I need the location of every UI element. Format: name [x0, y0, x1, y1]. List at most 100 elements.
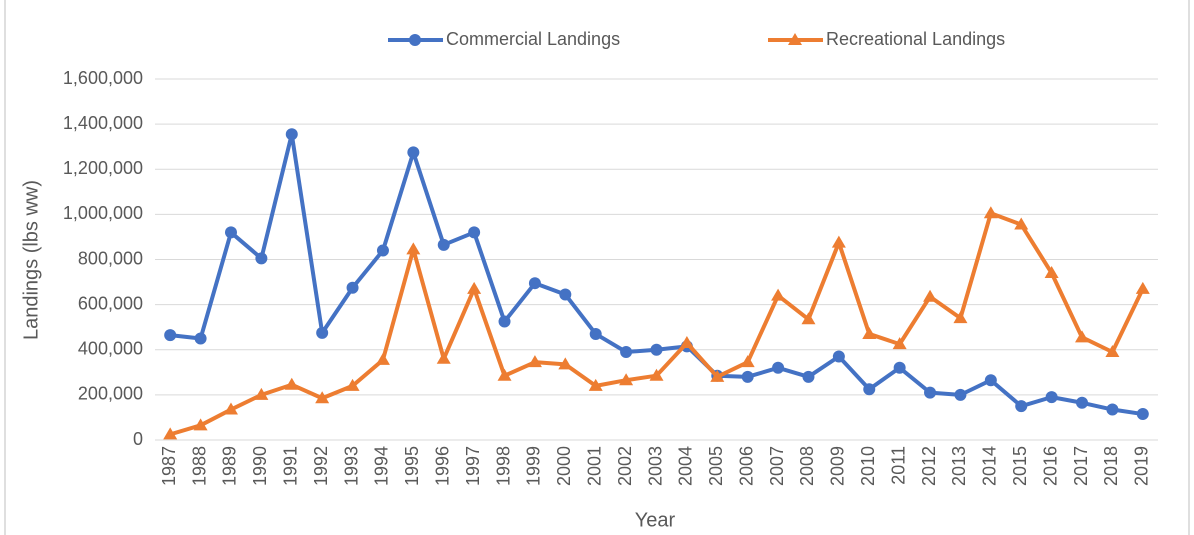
x-tick-label: 1995 [402, 446, 422, 486]
point [468, 226, 481, 239]
point [650, 343, 663, 356]
x-tick-label: 2011 [888, 446, 908, 485]
point [224, 226, 237, 239]
point [285, 128, 298, 141]
point [315, 391, 330, 404]
x-tick-label: 1999 [524, 446, 544, 486]
point [679, 335, 694, 348]
y-tick-label: 1,400,000 [63, 113, 143, 133]
point [163, 427, 178, 440]
point [984, 374, 997, 387]
point [892, 337, 907, 350]
point [254, 387, 269, 400]
x-tick-label: 1991 [281, 446, 301, 486]
point [498, 315, 511, 328]
x-tick-label: 2005 [706, 446, 726, 486]
point [589, 327, 602, 340]
point [1076, 396, 1089, 409]
y-tick-label: 200,000 [78, 384, 143, 404]
point [953, 311, 968, 324]
x-tick-label: 2009 [828, 446, 848, 486]
point [710, 369, 725, 382]
point [284, 377, 299, 390]
legend-label: Commercial Landings [446, 29, 620, 49]
x-tick-label: 1987 [159, 446, 179, 486]
x-tick-label: 2008 [797, 446, 817, 486]
point [619, 373, 634, 386]
x-tick-label: 2014 [980, 446, 1000, 486]
x-tick-label: 1992 [311, 446, 331, 486]
x-tick-label: 1998 [493, 446, 513, 486]
point [194, 332, 207, 345]
x-tick-label: 2000 [554, 446, 574, 486]
point [1075, 330, 1090, 343]
point [437, 238, 450, 251]
x-tick-label: 1996 [432, 446, 452, 486]
x-tick-label: 2003 [645, 446, 665, 486]
point [832, 350, 845, 363]
point [863, 383, 876, 396]
point [802, 370, 815, 383]
y-tick-label: 1,600,000 [63, 68, 143, 88]
point [527, 355, 542, 368]
point [436, 351, 451, 364]
point [983, 206, 998, 219]
x-tick-label: 2018 [1101, 446, 1121, 486]
point [375, 352, 390, 365]
point [862, 326, 877, 339]
point [649, 368, 664, 381]
point [376, 244, 389, 257]
x-tick-label: 2007 [767, 446, 787, 486]
x-tick-label: 2016 [1040, 446, 1060, 486]
x-tick-label: 2004 [676, 446, 696, 486]
point [346, 281, 359, 294]
point [316, 326, 329, 339]
point [528, 277, 541, 290]
point [558, 357, 573, 370]
point [954, 388, 967, 401]
point [1106, 403, 1119, 416]
point [164, 329, 177, 342]
point [831, 235, 846, 248]
point [923, 289, 938, 302]
point [1135, 281, 1150, 294]
x-tick-label: 2019 [1132, 446, 1152, 486]
x-tick-label: 2015 [1010, 446, 1030, 486]
x-tick-label: 2010 [858, 446, 878, 486]
point [771, 288, 786, 301]
point [1014, 217, 1029, 230]
point [1045, 391, 1058, 404]
point [467, 281, 482, 294]
point [497, 368, 512, 381]
x-tick-label: 2012 [919, 446, 939, 486]
legend-marker [788, 33, 802, 45]
point [924, 386, 937, 399]
point [193, 418, 208, 431]
point [741, 370, 754, 383]
x-tick-label: 2006 [736, 446, 756, 486]
x-axis-title: Year [635, 509, 676, 531]
y-tick-label: 400,000 [78, 339, 143, 359]
x-tick-label: 2001 [584, 446, 604, 486]
x-tick-label: 1994 [372, 446, 392, 486]
point [893, 361, 906, 374]
point [801, 312, 816, 325]
series-line [169, 211, 1145, 437]
point [588, 378, 603, 391]
x-tick-label: 1989 [220, 446, 240, 486]
point [223, 402, 238, 415]
x-tick-label: 2002 [615, 446, 635, 486]
x-tick-label: 1997 [463, 446, 483, 486]
legend-marker [409, 34, 421, 46]
y-tick-label: 800,000 [78, 248, 143, 268]
point [1044, 266, 1059, 279]
y-tick-label: 600,000 [78, 293, 143, 313]
y-tick-label: 1,000,000 [63, 203, 143, 223]
x-tick-label: 2013 [949, 446, 969, 486]
y-axis-title: Landings (lbs ww) [20, 180, 42, 340]
point [345, 378, 360, 391]
point [255, 252, 268, 265]
x-tick-label: 2017 [1071, 446, 1091, 486]
point [1105, 345, 1120, 358]
point [559, 288, 572, 301]
